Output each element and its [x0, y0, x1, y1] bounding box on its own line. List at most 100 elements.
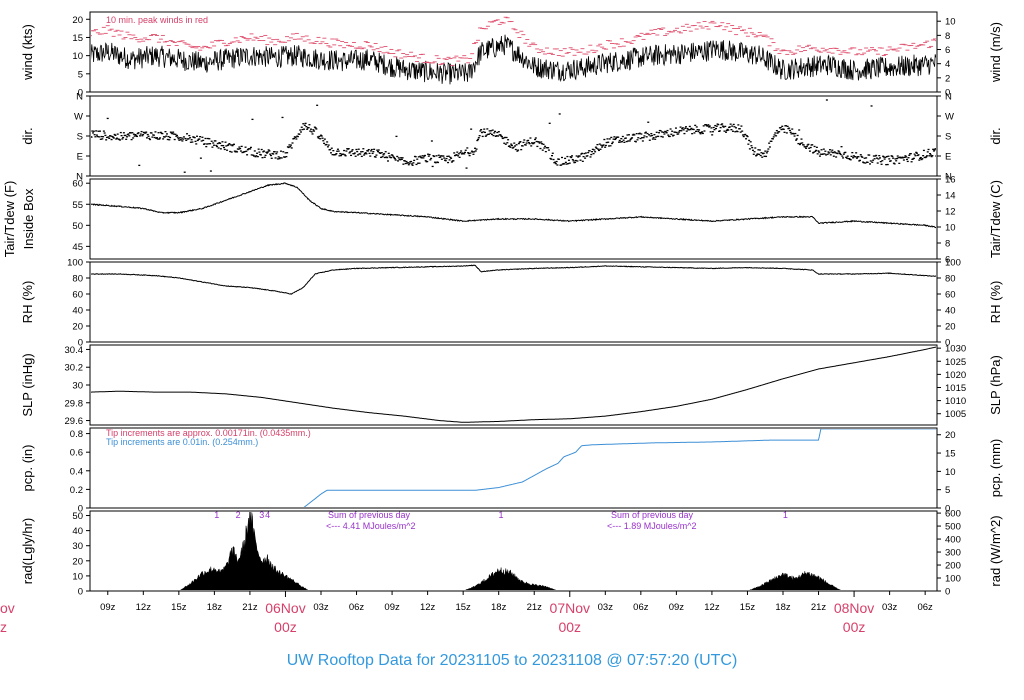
direction-points [91, 99, 936, 173]
y-axis-label: Tair/Tdew (F) [2, 181, 17, 258]
radiation-sum-label-day2: Sum of previous day [611, 510, 694, 520]
y-tick-label-right: 4 [945, 59, 950, 70]
y-tick-label: E [77, 152, 83, 163]
y-tick-label-right: 10 [945, 223, 956, 234]
y-tick-label: 20 [72, 556, 83, 567]
y-tick-label-right: 6 [945, 255, 950, 266]
y-tick-label-right: 1025 [945, 357, 966, 368]
y-axis-label-right: dir. [988, 127, 1003, 144]
y-tick-label-right: 40 [945, 306, 956, 317]
radiation-peak-marker: 3 [259, 510, 264, 520]
y-tick-label: 20 [72, 322, 83, 333]
y-tick-label-right: E [945, 152, 951, 163]
y-tick-label-right: 600 [945, 509, 961, 520]
y-tick-label: 30.4 [65, 345, 84, 356]
y-tick-label-right: 1020 [945, 370, 966, 381]
x-tick-label: 18z [491, 602, 507, 613]
x-tick-label: 21z [242, 602, 258, 613]
day-label-date: 08Nov [834, 600, 874, 616]
day-label-date: 06Nov [265, 600, 305, 616]
y-tick-label: 30 [72, 381, 83, 392]
y-tick-label: 30 [72, 541, 83, 552]
series-line [91, 346, 936, 423]
y-axis-label-right: pcp. (mm) [988, 439, 1003, 498]
y-tick-label-right: 500 [945, 522, 961, 533]
plot-area [91, 264, 936, 295]
y-axis-label: dir. [20, 127, 35, 144]
x-tick-label: 06z [633, 602, 649, 613]
day-label-time: 00z [274, 619, 297, 635]
y-tick-label: 40 [72, 526, 83, 537]
y-tick-label: 50 [72, 221, 83, 232]
panel-6: 0 0.2 0.4 0.6 0.8 0 5 10 15 20 pcp. (in) pcp. (mm) T… [20, 427, 1003, 515]
y-tick-label-right: 100 [945, 258, 961, 269]
y-tick-label-right: 20 [945, 430, 956, 441]
x-tick-label: 03z [313, 602, 329, 613]
plot-area [91, 346, 936, 423]
y-tick-label-right: W [945, 112, 954, 123]
y-tick-label-right: 400 [945, 535, 961, 546]
y-axis-label-right: SLP (hPa) [988, 355, 1003, 415]
y-tick-label: 0.8 [70, 429, 83, 440]
y-tick-label-right: 6 [945, 45, 950, 56]
y-axis-label: SLP (inHg) [20, 353, 35, 416]
y-axis-label: rad(Lgly/hr) [20, 518, 35, 584]
figure-title: UW Rooftop Data for 20231105 to 20231108… [287, 652, 738, 669]
y-tick-label-right: 1010 [945, 396, 966, 407]
y-tick-label-right: 0 [945, 504, 950, 515]
x-tick-label: 12z [704, 602, 720, 613]
x-tick-label: 15z [455, 602, 471, 613]
y-tick-label: 80 [72, 274, 83, 285]
y-tick-label: 55 [72, 200, 83, 211]
y-tick-label-right: S [945, 132, 951, 143]
y-tick-label: W [74, 112, 83, 123]
y-tick-label: 0 [78, 338, 83, 349]
radiation-peak-marker: 1 [499, 510, 504, 520]
y-tick-label: 15 [72, 33, 83, 44]
y-tick-label-right: 2 [945, 73, 950, 84]
x-tick-label: 09z [669, 602, 685, 613]
y-tick-label: 45 [72, 242, 83, 253]
panel-5: 29.6 29.8 30 30.2 30.4 1005 1010 1015 1020 1025 10… [20, 344, 1003, 427]
x-tick-label: 09z [384, 602, 400, 613]
y-tick-label-right: 0 [945, 587, 950, 598]
x-tick-label: 06z [917, 602, 933, 613]
y-tick-label-right: 10 [945, 467, 956, 478]
y-tick-label: 29.8 [65, 398, 84, 409]
y-tick-label-right: 100 [945, 574, 961, 585]
y-tick-label-right: 0 [945, 88, 950, 99]
y-axis-label-right: rad (W/m^2) [988, 515, 1003, 586]
y-tick-label: 40 [72, 306, 83, 317]
y-tick-label: 0 [78, 587, 83, 598]
radiation-peak-marker: 1 [214, 510, 219, 520]
radiation-day-area [749, 571, 841, 590]
x-tick-label: 21z [811, 602, 827, 613]
y-tick-label-right: 20 [945, 322, 956, 333]
y-tick-label: 60 [72, 290, 83, 301]
y-axis-label: wind (kts) [20, 24, 35, 81]
y-axis-label-right: Tair/Tdew (C) [988, 180, 1003, 258]
plot-area [303, 429, 936, 507]
y-tick-label: 10 [72, 51, 83, 62]
panel-4: 0 20 40 60 80 100 0 20 40 60 80 100 RH (%) RH (%) [20, 258, 1003, 349]
x-tick-label: 12z [136, 602, 152, 613]
x-tick-label: 18z [775, 602, 791, 613]
x-tick-label: 03z [882, 602, 898, 613]
y-tick-label: 50 [72, 511, 83, 522]
x-tick-label: 03z [598, 602, 614, 613]
y-tick-label-right: 60 [945, 290, 956, 301]
y-tick-label-right: 14 [945, 191, 956, 202]
x-tick-label: 15z [740, 602, 756, 613]
panel-frame [89, 510, 938, 592]
day-label-date: 07Nov [550, 600, 590, 616]
y-tick-label: 30.2 [65, 363, 84, 374]
y-tick-label: 60 [72, 179, 83, 190]
y-tick-label: 5 [78, 69, 83, 80]
y-tick-label: 0 [78, 88, 83, 99]
panel-7: 010203040500100200300400500600rad(Lgly/h… [20, 509, 1003, 598]
y-axis-label: pcp. (in) [20, 445, 35, 492]
series-line [91, 264, 936, 295]
